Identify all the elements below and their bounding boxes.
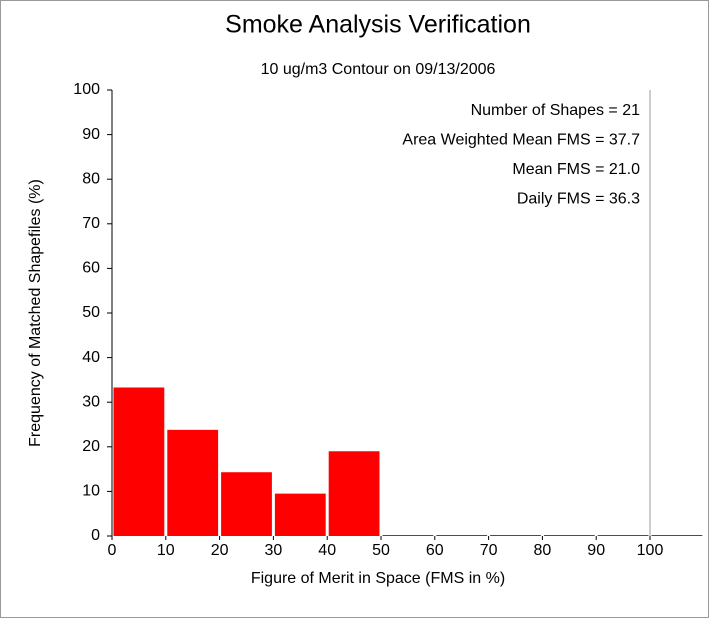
x-tick-label: 60 xyxy=(426,542,444,559)
bar xyxy=(167,429,219,536)
bar xyxy=(436,535,488,536)
x-tick-label: 40 xyxy=(318,542,336,559)
y-tick-label: 100 xyxy=(73,81,100,98)
x-tick-label: 10 xyxy=(157,542,175,559)
bar xyxy=(113,387,165,536)
x-tick-label: 20 xyxy=(211,542,229,559)
x-tick-label: 80 xyxy=(534,542,552,559)
bar xyxy=(543,535,595,536)
y-tick-label: 30 xyxy=(82,393,100,410)
bar xyxy=(651,535,703,536)
y-tick-label: 0 xyxy=(91,527,100,544)
annotation: Daily FMS = 36.3 xyxy=(517,191,640,208)
x-tick-label: 90 xyxy=(587,542,605,559)
chart-title: Smoke Analysis Verification xyxy=(225,11,531,39)
y-tick-label: 50 xyxy=(82,304,100,321)
x-tick-label: 70 xyxy=(480,542,498,559)
x-tick-label: 50 xyxy=(372,542,390,559)
annotation: Mean FMS = 21.0 xyxy=(512,161,640,178)
x-tick-label: 0 xyxy=(108,542,117,559)
annotation: Area Weighted Mean FMS = 37.7 xyxy=(402,132,640,149)
y-tick-label: 40 xyxy=(82,349,100,366)
y-tick-label: 20 xyxy=(82,438,100,455)
bar xyxy=(221,472,272,536)
x-tick-label: 30 xyxy=(265,542,283,559)
y-tick-label: 80 xyxy=(82,170,100,187)
y-axis-label: Frequency of Matched Shapefiles (%) xyxy=(27,179,44,447)
y-tick-label: 60 xyxy=(82,260,100,277)
bar xyxy=(382,535,434,536)
y-tick-label: 90 xyxy=(82,126,100,143)
x-axis-label: Figure of Merit in Space (FMS in %) xyxy=(251,570,505,587)
y-tick-label: 10 xyxy=(82,483,100,500)
chart-subtitle: 10 ug/m3 Contour on 09/13/2006 xyxy=(261,61,496,78)
bar xyxy=(274,493,326,536)
bar xyxy=(597,535,649,536)
y-tick-label: 70 xyxy=(82,215,100,232)
bar xyxy=(328,451,380,536)
bar xyxy=(490,535,541,536)
x-tick-label: 100 xyxy=(637,542,664,559)
annotation: Number of Shapes = 21 xyxy=(471,102,641,119)
